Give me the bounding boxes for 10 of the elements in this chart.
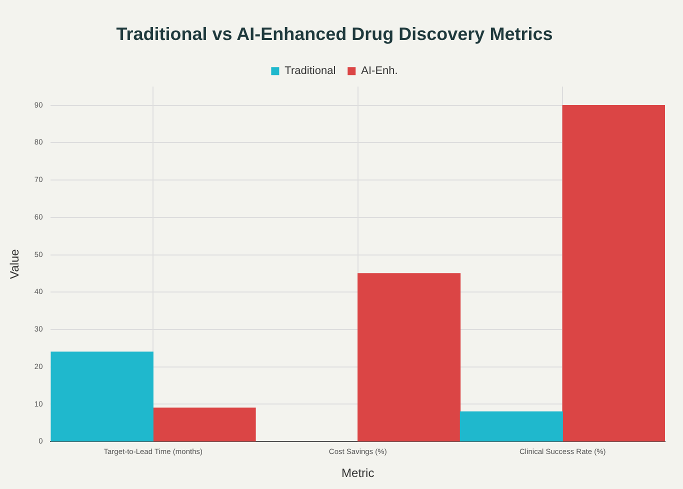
x-axis-title: Metric	[342, 466, 374, 480]
legend-label: Traditional	[284, 65, 336, 78]
bar	[460, 411, 563, 442]
y-axis-title: Value	[8, 248, 22, 280]
bar	[358, 273, 461, 442]
bar	[562, 104, 665, 442]
chart-title: Traditional vs AI-Enhanced Drug Discovery Metrics	[116, 24, 553, 44]
legend-label: AI-Enh.	[361, 65, 398, 78]
bar	[50, 352, 154, 442]
bar	[152, 408, 256, 442]
